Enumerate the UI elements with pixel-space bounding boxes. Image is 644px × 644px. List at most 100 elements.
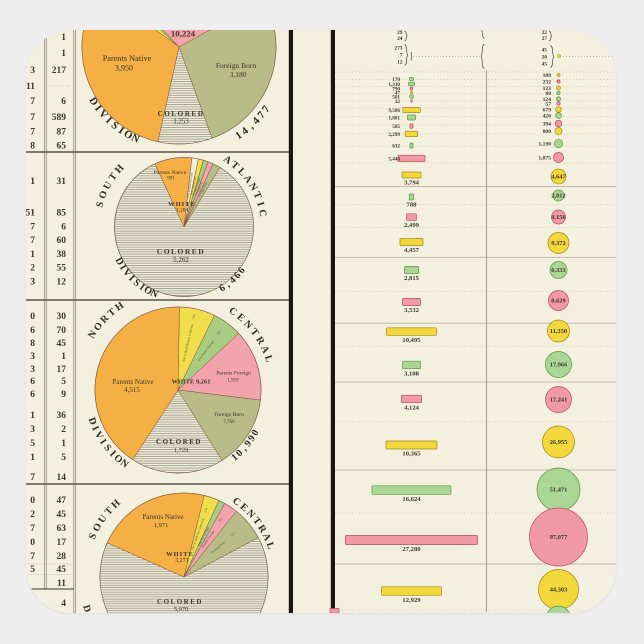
svg-text:10,365: 10,365 <box>402 451 421 458</box>
svg-text:26,955: 26,955 <box>550 439 568 446</box>
svg-text:7: 7 <box>260 103 273 115</box>
svg-text:6: 6 <box>236 265 248 276</box>
svg-text:1,204: 1,204 <box>176 208 189 214</box>
svg-text:7: 7 <box>30 473 35 483</box>
svg-text:45: 45 <box>57 565 67 575</box>
svg-text:1,881: 1,881 <box>388 115 400 121</box>
svg-text:Foreign Born: Foreign Born <box>214 412 244 418</box>
svg-text:1: 1 <box>61 439 66 449</box>
svg-text:U: U <box>101 180 114 192</box>
svg-text:I: I <box>117 263 128 272</box>
svg-text:5: 5 <box>61 453 66 463</box>
svg-text:12: 12 <box>57 278 67 288</box>
svg-text:8: 8 <box>30 339 35 349</box>
svg-text:47: 47 <box>57 496 67 506</box>
svg-text:1: 1 <box>61 33 66 43</box>
svg-text:1,253: 1,253 <box>173 119 189 126</box>
svg-text:Parents For: Parents For <box>195 181 204 195</box>
svg-text:3,794: 3,794 <box>404 180 420 187</box>
svg-text:I: I <box>254 201 266 208</box>
svg-text:217: 217 <box>52 66 67 76</box>
svg-text:44,303: 44,303 <box>550 587 568 594</box>
svg-text:I: I <box>137 282 147 293</box>
svg-text:124: 124 <box>543 97 552 103</box>
svg-text:1,330: 1,330 <box>388 82 400 88</box>
svg-text:3: 3 <box>30 278 35 288</box>
svg-text:232: 232 <box>543 79 552 85</box>
svg-text:97,077: 97,077 <box>550 534 568 541</box>
svg-text:3: 3 <box>30 425 35 435</box>
svg-text:1: 1 <box>30 250 35 260</box>
svg-text:7: 7 <box>400 53 403 59</box>
svg-text:9: 9 <box>61 390 66 400</box>
svg-text:12,929: 12,929 <box>402 597 421 604</box>
svg-text:36: 36 <box>57 411 67 421</box>
svg-text:,: , <box>239 444 249 454</box>
svg-text:WHITE: WHITE <box>168 201 196 208</box>
svg-text:30: 30 <box>57 312 67 322</box>
svg-text:7: 7 <box>30 524 35 534</box>
svg-text:7: 7 <box>30 128 35 138</box>
svg-text:1: 1 <box>61 49 66 59</box>
svg-text:28: 28 <box>57 552 67 562</box>
svg-text:3,108: 3,108 <box>404 370 420 377</box>
svg-text:2: 2 <box>61 425 66 435</box>
svg-text:4,156: 4,156 <box>551 214 566 221</box>
svg-text:38: 38 <box>57 250 67 260</box>
svg-text:8: 8 <box>30 142 35 152</box>
svg-text:47: 47 <box>395 90 401 96</box>
svg-text:6: 6 <box>30 377 35 387</box>
svg-text:1: 1 <box>61 352 66 362</box>
svg-text:3: 3 <box>30 365 35 375</box>
svg-text:6: 6 <box>30 390 35 400</box>
svg-text:9: 9 <box>246 433 258 443</box>
svg-text:273: 273 <box>394 46 402 52</box>
svg-text:1,875: 1,875 <box>538 155 551 161</box>
svg-text:7: 7 <box>30 97 35 107</box>
svg-text:Parents Foreign: Parents Foreign <box>216 371 251 377</box>
svg-text:5,448: 5,448 <box>388 156 400 162</box>
svg-text:1: 1 <box>233 129 244 142</box>
svg-text:O: O <box>97 189 110 201</box>
svg-text:31: 31 <box>57 177 67 187</box>
svg-text:87: 87 <box>57 128 67 138</box>
svg-text:A: A <box>260 531 273 543</box>
svg-text:70: 70 <box>57 326 67 336</box>
svg-text:D: D <box>80 603 93 613</box>
svg-text:Parents Foreign: Parents Foreign <box>191 177 201 197</box>
svg-text:L: L <box>262 354 275 364</box>
svg-text:0: 0 <box>234 448 245 459</box>
svg-text:S: S <box>131 277 143 289</box>
svg-text:170: 170 <box>392 77 400 83</box>
svg-text:63: 63 <box>57 524 67 534</box>
svg-text:274: 274 <box>203 507 208 513</box>
svg-text:7: 7 <box>30 236 35 246</box>
svg-text:6: 6 <box>232 270 244 281</box>
svg-text:17,966: 17,966 <box>550 362 568 369</box>
svg-text:1: 1 <box>30 411 35 421</box>
svg-text:14: 14 <box>57 473 67 483</box>
svg-text:2: 2 <box>30 264 35 274</box>
svg-text:790: 790 <box>392 86 400 92</box>
svg-text:Parents Native: Parents Native <box>142 513 183 521</box>
svg-text:991: 991 <box>167 177 175 182</box>
svg-text:16,624: 16,624 <box>402 496 421 503</box>
svg-text:0: 0 <box>30 312 35 322</box>
svg-text:3: 3 <box>30 352 35 362</box>
svg-text:S: S <box>109 120 121 132</box>
svg-text:7,766: 7,766 <box>223 420 235 425</box>
svg-text:2: 2 <box>30 510 35 520</box>
svg-text:5,970: 5,970 <box>174 606 189 613</box>
svg-text:800: 800 <box>543 129 552 135</box>
svg-text:N: N <box>129 132 141 145</box>
svg-text:1: 1 <box>30 177 35 187</box>
svg-text:9: 9 <box>242 438 254 449</box>
svg-text:5: 5 <box>30 565 35 575</box>
svg-text:420: 420 <box>543 113 552 119</box>
svg-text:4: 4 <box>61 599 66 609</box>
svg-text:Parents Native: Parents Native <box>112 378 153 386</box>
svg-text:3,532: 3,532 <box>404 307 420 314</box>
svg-text:C: C <box>256 209 268 218</box>
svg-text:1,729: 1,729 <box>174 447 189 454</box>
svg-text:596: 596 <box>216 330 222 337</box>
